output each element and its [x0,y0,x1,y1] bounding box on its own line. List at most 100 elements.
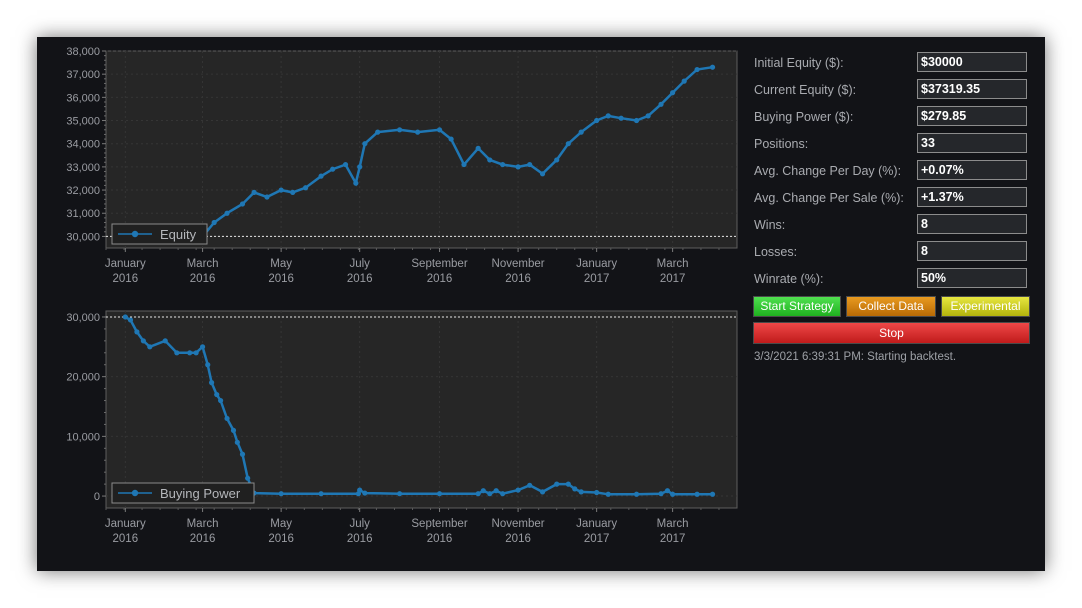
plot-area [105,310,738,509]
data-point [487,157,493,163]
x-tick-year: 2016 [190,533,216,545]
data-point [594,489,600,496]
data-point [187,350,193,356]
y-tick-label: 34,000 [66,139,100,151]
stat-wins: Wins: 8 [753,213,1031,240]
data-point [515,487,521,493]
x-tick-month: March [187,518,219,530]
stat-label: Buying Power ($): [754,110,854,124]
data-point [578,489,584,495]
data-point [318,173,324,179]
x-tick-year: 2016 [505,273,531,285]
data-point [330,166,336,172]
data-point [618,115,624,121]
x-tick-year: 2016 [347,533,373,545]
data-point [362,141,368,147]
data-point [218,397,224,404]
initial-equity-field[interactable]: $30000 [917,52,1027,72]
series-line [201,65,713,238]
wins-field[interactable]: 8 [917,214,1027,234]
x-tick-month: January [105,518,146,530]
data-point [670,90,676,96]
data-point [493,488,499,494]
data-point [527,482,533,488]
legend-label: Equity [160,227,197,242]
legend-marker-icon [131,489,139,497]
data-point [480,488,486,494]
data-point [375,129,381,135]
data-point [362,490,368,496]
data-point [208,380,215,386]
y-tick-label: 30,000 [66,312,100,324]
legend-marker-icon [131,230,139,238]
legend: Equity [111,223,208,245]
x-tick-month: July [349,518,370,530]
data-point [554,481,560,487]
data-point [251,189,257,195]
x-tick-month: September [411,518,467,530]
data-point [127,317,134,323]
x-tick-month: November [492,258,545,270]
buying-power-chart: 0 10,000 20,000 30,000 January 2016 March 2016 M… [37,299,747,559]
data-point [245,475,251,481]
stat-label: Current Equity ($): [754,83,857,97]
data-point [234,439,240,445]
data-point [709,64,716,70]
stat-positions: Positions: 33 [753,132,1031,159]
data-point [357,164,363,170]
data-point [475,145,481,151]
y-tick-label: 20,000 [66,372,100,384]
stat-winrate: Winrate (%): 50% [753,267,1031,294]
x-tick-year: 2016 [113,533,139,545]
avg-change-day-field[interactable]: +0.07% [917,160,1027,180]
x-tick-month: January [105,258,146,270]
data-point [239,201,246,207]
stat-current-equity: Current Equity ($): $37319.35 [753,78,1031,105]
y-tick-label: 0 [94,491,100,503]
y-tick-label: 36,000 [66,92,100,104]
x-tick-month: March [187,258,219,270]
y-tick-label: 32,000 [66,185,100,197]
y-tick-label: 31,000 [66,208,100,220]
data-point [461,161,467,168]
data-point [278,187,284,193]
positions-field[interactable]: 33 [917,133,1027,153]
data-point [475,491,481,497]
x-tick-year: 2016 [268,273,294,285]
data-point [658,491,664,497]
data-point [122,314,128,320]
stop-button[interactable]: Stop [753,322,1030,344]
data-point [633,491,640,497]
start-strategy-button[interactable]: Start Strategy [753,296,841,317]
stat-label: Initial Equity ($): [754,56,844,70]
x-tick-month: July [349,258,370,270]
buying-power-field[interactable]: $279.85 [917,106,1027,126]
stat-label: Positions: [754,137,809,151]
avg-change-sale-field[interactable]: +1.37% [917,187,1027,207]
data-point [694,66,700,73]
stat-label: Avg. Change Per Sale (%): [754,191,904,205]
collect-data-button[interactable]: Collect Data [846,296,936,317]
data-point [500,491,506,497]
data-point [397,491,403,497]
data-point [670,491,676,497]
stat-avg-change-day: Avg. Change Per Day (%): +0.07% [753,159,1031,186]
x-tick-year: 2017 [660,533,686,545]
experimental-button[interactable]: Experimental [941,296,1030,317]
x-tick-month: March [657,258,689,270]
data-point [174,350,180,356]
data-point [527,161,533,168]
current-equity-field[interactable]: $37319.35 [917,79,1027,99]
data-point [605,491,611,497]
x-tick-year: 2016 [190,273,216,285]
losses-field[interactable]: 8 [917,241,1027,261]
x-tick-month: January [576,518,617,530]
data-point [436,491,443,497]
data-point [448,136,454,142]
data-point [694,491,700,497]
y-tick-label: 37,000 [66,69,100,81]
data-point [645,113,651,119]
status-log: 3/3/2021 6:39:31 PM: Starting backtest. [754,351,957,363]
winrate-field[interactable]: 50% [917,268,1027,288]
x-tick-year: 2016 [427,533,453,545]
